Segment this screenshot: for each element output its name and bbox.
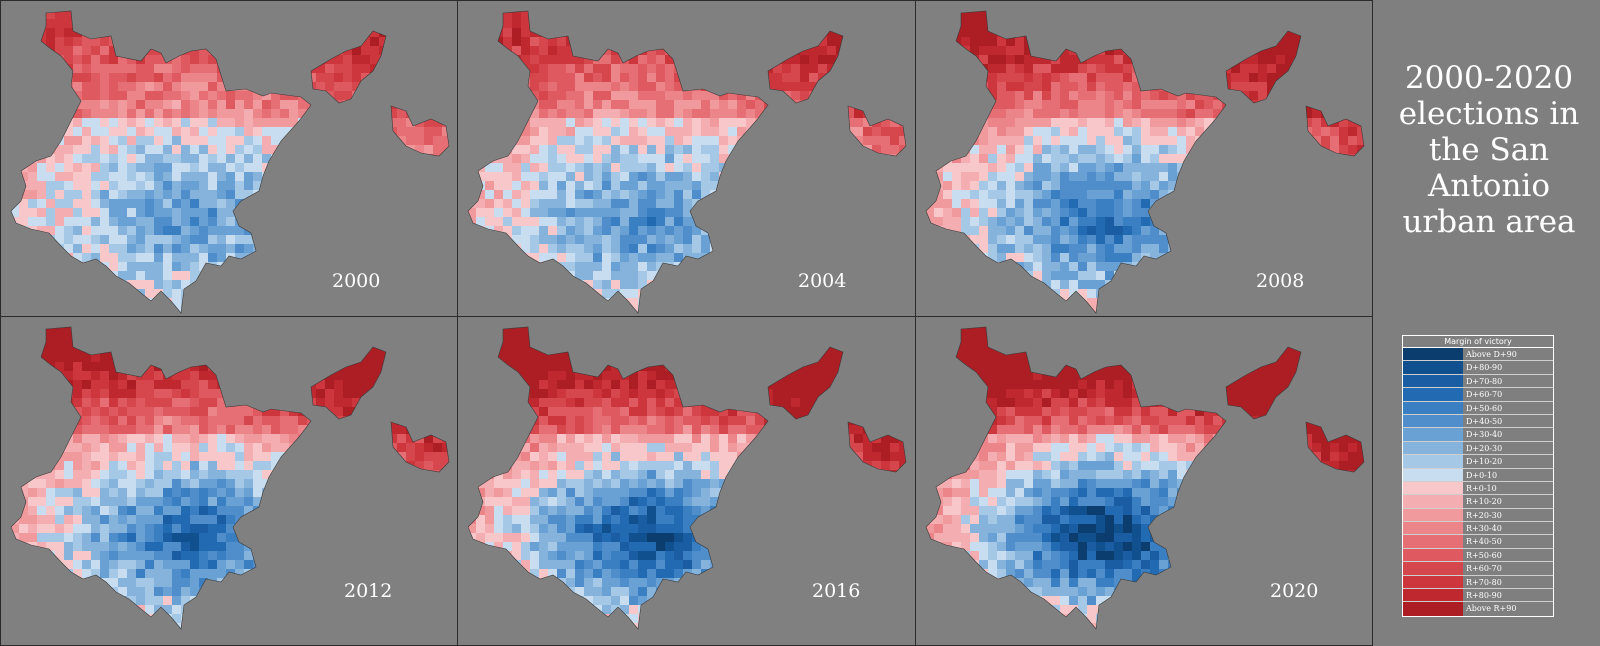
legend-item: D+0-10 bbox=[1403, 468, 1553, 482]
legend-label: D+20-30 bbox=[1466, 443, 1503, 453]
legend-item: R+0-10 bbox=[1403, 481, 1553, 496]
precinct-map-2016 bbox=[467, 326, 907, 630]
legend-item: Above D+90 bbox=[1403, 348, 1553, 362]
legend-label: R+60-70 bbox=[1466, 564, 1502, 574]
legend-item: D+20-30 bbox=[1403, 441, 1553, 456]
page-title: 2000-2020 elections in the San Antonio u… bbox=[1398, 60, 1580, 240]
legend-label: R+0-10 bbox=[1466, 483, 1497, 493]
year-label: 2016 bbox=[812, 580, 861, 602]
legend-swatch bbox=[1403, 481, 1463, 495]
precinct-map-2012 bbox=[10, 326, 450, 630]
legend-label: D+70-80 bbox=[1466, 376, 1503, 386]
legend-label: D+40-50 bbox=[1466, 416, 1503, 426]
legend-swatch bbox=[1403, 401, 1463, 414]
map-grid: 2000 2004 2008 2012 2016 2020 bbox=[0, 0, 1373, 646]
legend-swatch bbox=[1403, 548, 1463, 562]
legend-swatch bbox=[1403, 348, 1463, 361]
legend-label: D+10-20 bbox=[1466, 457, 1503, 467]
legend-label: R+50-60 bbox=[1466, 550, 1502, 560]
map-panel-2004 bbox=[457, 0, 916, 317]
legend-swatch bbox=[1403, 441, 1463, 455]
map-panel-2020 bbox=[915, 316, 1373, 646]
precinct-map-2000 bbox=[10, 10, 450, 314]
legend-item: D+70-80 bbox=[1403, 374, 1553, 389]
legend-item: D+30-40 bbox=[1403, 428, 1553, 442]
legend-item: R+70-80 bbox=[1403, 575, 1553, 590]
legend-label: Above R+90 bbox=[1466, 604, 1517, 614]
legend-swatch bbox=[1403, 455, 1463, 468]
legend-item: R+80-90 bbox=[1403, 589, 1553, 603]
year-label: 2004 bbox=[798, 270, 847, 292]
map-panel-2012 bbox=[0, 316, 458, 646]
legend-swatch bbox=[1403, 508, 1463, 522]
legend-swatch bbox=[1403, 388, 1463, 401]
legend-label: R+10-20 bbox=[1466, 497, 1502, 507]
precinct-map-2004 bbox=[467, 10, 907, 314]
legend-swatch bbox=[1403, 602, 1463, 616]
precinct-map-2008 bbox=[925, 10, 1365, 314]
legend-label: D+30-40 bbox=[1466, 430, 1503, 440]
map-panel-2000 bbox=[0, 0, 458, 317]
legend-label: D+80-90 bbox=[1466, 363, 1503, 373]
legend-swatch bbox=[1403, 468, 1463, 481]
legend-label: D+60-70 bbox=[1466, 390, 1503, 400]
legend-item: R+50-60 bbox=[1403, 548, 1553, 563]
legend-swatch bbox=[1403, 414, 1463, 428]
legend-item: R+20-30 bbox=[1403, 508, 1553, 523]
legend-item: R+10-20 bbox=[1403, 495, 1553, 509]
year-label: 2012 bbox=[344, 580, 393, 602]
map-panel-2016 bbox=[457, 316, 916, 646]
legend-label: R+70-80 bbox=[1466, 577, 1502, 587]
legend-swatch bbox=[1403, 589, 1463, 602]
legend-label: R+40-50 bbox=[1466, 537, 1502, 547]
year-label: 2020 bbox=[1270, 580, 1319, 602]
legend-swatch bbox=[1403, 361, 1463, 374]
legend-item: D+60-70 bbox=[1403, 388, 1553, 402]
legend-label: D+0-10 bbox=[1466, 470, 1498, 480]
legend-label: Above D+90 bbox=[1466, 350, 1517, 359]
legend-swatch bbox=[1403, 535, 1463, 548]
legend-item: D+50-60 bbox=[1403, 401, 1553, 415]
legend-swatch bbox=[1403, 575, 1463, 589]
year-label: 2000 bbox=[332, 270, 381, 292]
legend-swatch bbox=[1403, 428, 1463, 441]
precinct-map-2020 bbox=[925, 326, 1365, 630]
legend-item: D+10-20 bbox=[1403, 455, 1553, 469]
legend-title: Margin of victory bbox=[1403, 336, 1553, 348]
year-label: 2008 bbox=[1256, 270, 1305, 292]
legend-swatch bbox=[1403, 374, 1463, 388]
legend-label: R+80-90 bbox=[1466, 591, 1502, 601]
legend-item: Above R+90 bbox=[1403, 602, 1553, 616]
legend-item: R+40-50 bbox=[1403, 535, 1553, 549]
legend-swatch bbox=[1403, 522, 1463, 535]
legend-item: R+60-70 bbox=[1403, 562, 1553, 576]
legend: Margin of victory Above D+90 D+80-90 D+70-… bbox=[1402, 335, 1554, 617]
legend-swatch bbox=[1403, 562, 1463, 575]
legend-swatch bbox=[1403, 495, 1463, 508]
legend-label: R+20-30 bbox=[1466, 510, 1502, 520]
legend-item: D+80-90 bbox=[1403, 361, 1553, 375]
legend-label: D+50-60 bbox=[1466, 403, 1503, 413]
map-panel-2008 bbox=[915, 0, 1373, 317]
legend-item: D+40-50 bbox=[1403, 414, 1553, 429]
legend-label: R+30-40 bbox=[1466, 524, 1502, 534]
legend-item: R+30-40 bbox=[1403, 522, 1553, 536]
